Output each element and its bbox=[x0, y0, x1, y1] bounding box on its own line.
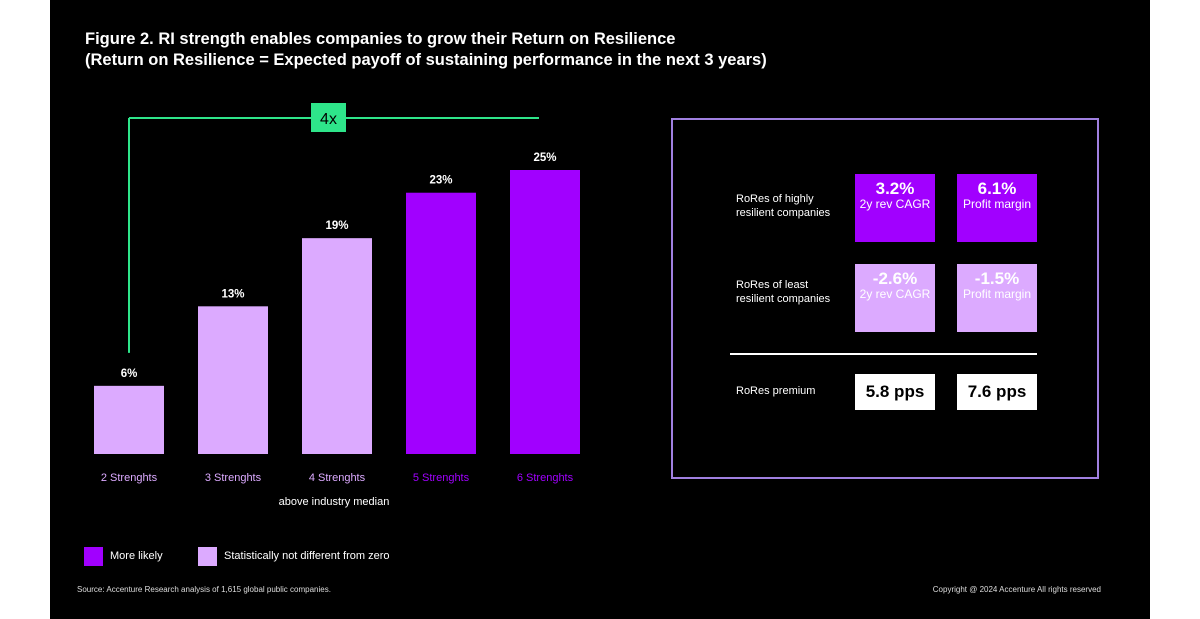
copyright-note: Copyright @ 2024 Accenture All rights re… bbox=[932, 585, 1101, 594]
low-profit-margin-tile: -1.5% Profit margin bbox=[957, 264, 1037, 332]
category-label: 3 Strenghts bbox=[205, 472, 262, 484]
tile-metric: Profit margin bbox=[962, 197, 1032, 211]
tile-metric: Profit margin bbox=[962, 287, 1032, 301]
bar-value-label: 19% bbox=[325, 220, 348, 232]
bar-value-label: 13% bbox=[221, 288, 244, 300]
bar-value-label: 25% bbox=[533, 152, 556, 164]
rores-divider bbox=[730, 353, 1037, 355]
premium-rev-pps: 5.8 pps bbox=[855, 374, 935, 410]
tile-value: 3.2% bbox=[875, 179, 915, 198]
figure-title: Figure 2. RI strength enables companies … bbox=[85, 30, 676, 48]
bar-value-label: 23% bbox=[429, 175, 452, 187]
category-label: 4 Strenghts bbox=[309, 472, 366, 484]
tile-value: -1.5% bbox=[974, 269, 1020, 288]
bar-chart: 6% 2 Strenghts 13% 3 Strenghts 19% 4 Strenght… bbox=[94, 103, 580, 508]
bar-4 bbox=[406, 192, 476, 454]
high-profit-margin-tile: 6.1% Profit margin bbox=[957, 174, 1037, 242]
category-label: 6 Strenghts bbox=[517, 472, 574, 484]
bar-value-label: 6% bbox=[121, 368, 138, 380]
rores-low-label: RoRes of least resilient companies bbox=[736, 279, 831, 305]
bar-5 bbox=[510, 170, 580, 454]
legend-label-light: Statistically not different from zero bbox=[224, 550, 390, 562]
high-rev-cagr-tile: 3.2% 2y rev CAGR bbox=[855, 174, 935, 242]
tile-metric: 2y rev CAGR bbox=[859, 197, 931, 211]
legend-swatch-light bbox=[198, 547, 217, 566]
tile-value: -2.6% bbox=[872, 269, 918, 288]
category-label: 2 Strenghts bbox=[101, 472, 158, 484]
rores-box bbox=[671, 118, 1099, 479]
rores-premium-label: RoRes premium bbox=[736, 385, 816, 397]
tile-metric: 2y rev CAGR bbox=[859, 287, 931, 301]
bar-2 bbox=[198, 306, 268, 454]
source-note: Source: Accenture Research analysis of 1… bbox=[77, 585, 331, 594]
figure-subtitle: (Return on Resilience = Expected payoff … bbox=[85, 51, 767, 69]
premium-margin-pps: 7.6 pps bbox=[957, 374, 1037, 410]
legend-swatch-dark bbox=[84, 547, 103, 566]
multiplier-label: 4x bbox=[320, 111, 337, 128]
low-rev-cagr-tile: -2.6% 2y rev CAGR bbox=[855, 264, 935, 332]
bar-1 bbox=[94, 385, 164, 454]
multiplier-badge bbox=[311, 103, 346, 132]
x-axis-subtitle: above industry median bbox=[279, 496, 390, 508]
rores-high-label: RoRes of highly resilient companies bbox=[736, 193, 831, 219]
legend-label-dark: More likely bbox=[110, 550, 163, 562]
bar-3 bbox=[302, 238, 372, 454]
category-label: 5 Strenghts bbox=[413, 472, 470, 484]
tile-value: 6.1% bbox=[977, 179, 1017, 198]
